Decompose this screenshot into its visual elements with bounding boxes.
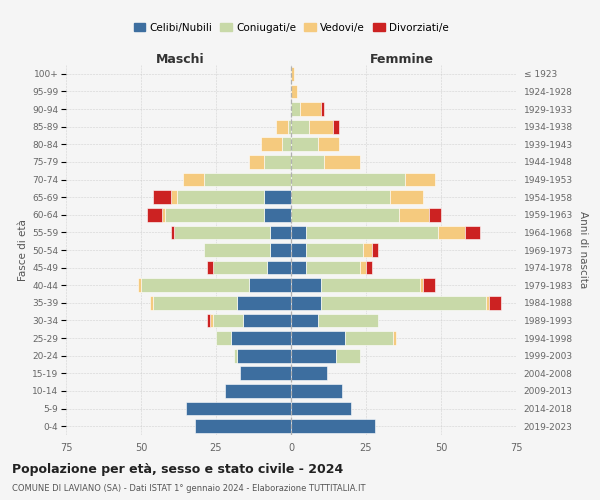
Bar <box>291 331 345 345</box>
Bar <box>210 314 213 328</box>
Bar <box>264 155 291 169</box>
Bar <box>423 278 435 292</box>
Bar <box>291 190 390 204</box>
Bar <box>171 190 177 204</box>
Legend: Celibi/Nubili, Coniugati/e, Vedovi/e, Divorziati/e: Celibi/Nubili, Coniugati/e, Vedovi/e, Di… <box>130 18 452 36</box>
Bar <box>141 278 249 292</box>
Bar <box>216 331 231 345</box>
Bar <box>486 296 489 310</box>
Bar <box>390 190 423 204</box>
Bar <box>177 190 264 204</box>
Bar <box>291 366 327 380</box>
Bar <box>318 138 339 151</box>
Bar <box>207 260 213 274</box>
Bar <box>405 172 435 186</box>
Bar <box>282 138 291 151</box>
Bar <box>249 155 264 169</box>
Y-axis label: Anni di nascita: Anni di nascita <box>578 212 589 288</box>
Text: Popolazione per età, sesso e stato civile - 2024: Popolazione per età, sesso e stato civil… <box>12 462 343 475</box>
Bar <box>291 84 297 98</box>
Bar <box>183 172 204 186</box>
Bar <box>243 314 291 328</box>
Bar <box>267 260 291 274</box>
Bar <box>195 420 291 433</box>
Bar <box>174 226 270 239</box>
Bar <box>264 190 291 204</box>
Text: Maschi: Maschi <box>155 53 205 66</box>
Bar <box>204 243 270 257</box>
Bar <box>393 331 396 345</box>
Bar <box>429 208 441 222</box>
Bar <box>249 278 291 292</box>
Bar <box>213 314 243 328</box>
Bar <box>138 278 141 292</box>
Bar <box>213 260 267 274</box>
Bar <box>372 243 378 257</box>
Bar <box>309 120 333 134</box>
Bar <box>291 67 294 80</box>
Bar <box>270 243 291 257</box>
Bar <box>165 208 264 222</box>
Bar <box>318 314 378 328</box>
Bar <box>291 314 318 328</box>
Bar <box>291 260 306 274</box>
Bar <box>291 243 306 257</box>
Bar <box>291 208 399 222</box>
Bar <box>153 296 237 310</box>
Bar <box>321 296 486 310</box>
Bar <box>291 384 342 398</box>
Bar <box>333 120 339 134</box>
Bar <box>288 120 291 134</box>
Bar <box>321 102 324 116</box>
Y-axis label: Fasce di età: Fasce di età <box>18 219 28 281</box>
Bar <box>366 260 372 274</box>
Bar <box>291 138 318 151</box>
Bar <box>291 296 321 310</box>
Bar <box>363 243 372 257</box>
Bar <box>336 349 360 362</box>
Bar <box>399 208 429 222</box>
Bar <box>291 402 351 415</box>
Bar <box>321 278 420 292</box>
Text: COMUNE DI LAVIANO (SA) - Dati ISTAT 1° gennaio 2024 - Elaborazione TUTTITALIA.IT: COMUNE DI LAVIANO (SA) - Dati ISTAT 1° g… <box>12 484 365 493</box>
Bar <box>225 384 291 398</box>
Bar <box>300 102 321 116</box>
Bar <box>306 243 363 257</box>
Bar <box>291 102 300 116</box>
Bar <box>306 260 360 274</box>
Bar <box>207 314 210 328</box>
Bar <box>237 349 291 362</box>
Bar <box>150 296 153 310</box>
Bar <box>291 155 324 169</box>
Bar <box>186 402 291 415</box>
Bar <box>291 349 336 362</box>
Bar <box>261 138 282 151</box>
Bar <box>438 226 465 239</box>
Bar <box>291 226 306 239</box>
Bar <box>291 172 405 186</box>
Bar <box>465 226 480 239</box>
Bar <box>231 331 291 345</box>
Bar <box>171 226 174 239</box>
Bar <box>162 208 165 222</box>
Text: Femmine: Femmine <box>370 53 434 66</box>
Bar <box>306 226 438 239</box>
Bar <box>420 278 423 292</box>
Bar <box>240 366 291 380</box>
Bar <box>147 208 162 222</box>
Bar <box>153 190 171 204</box>
Bar <box>291 420 375 433</box>
Bar <box>234 349 237 362</box>
Bar <box>237 296 291 310</box>
Bar <box>276 120 288 134</box>
Bar <box>291 120 309 134</box>
Bar <box>291 278 321 292</box>
Bar <box>360 260 366 274</box>
Bar <box>345 331 393 345</box>
Bar <box>324 155 360 169</box>
Bar <box>270 226 291 239</box>
Bar <box>204 172 291 186</box>
Bar <box>264 208 291 222</box>
Bar <box>489 296 501 310</box>
